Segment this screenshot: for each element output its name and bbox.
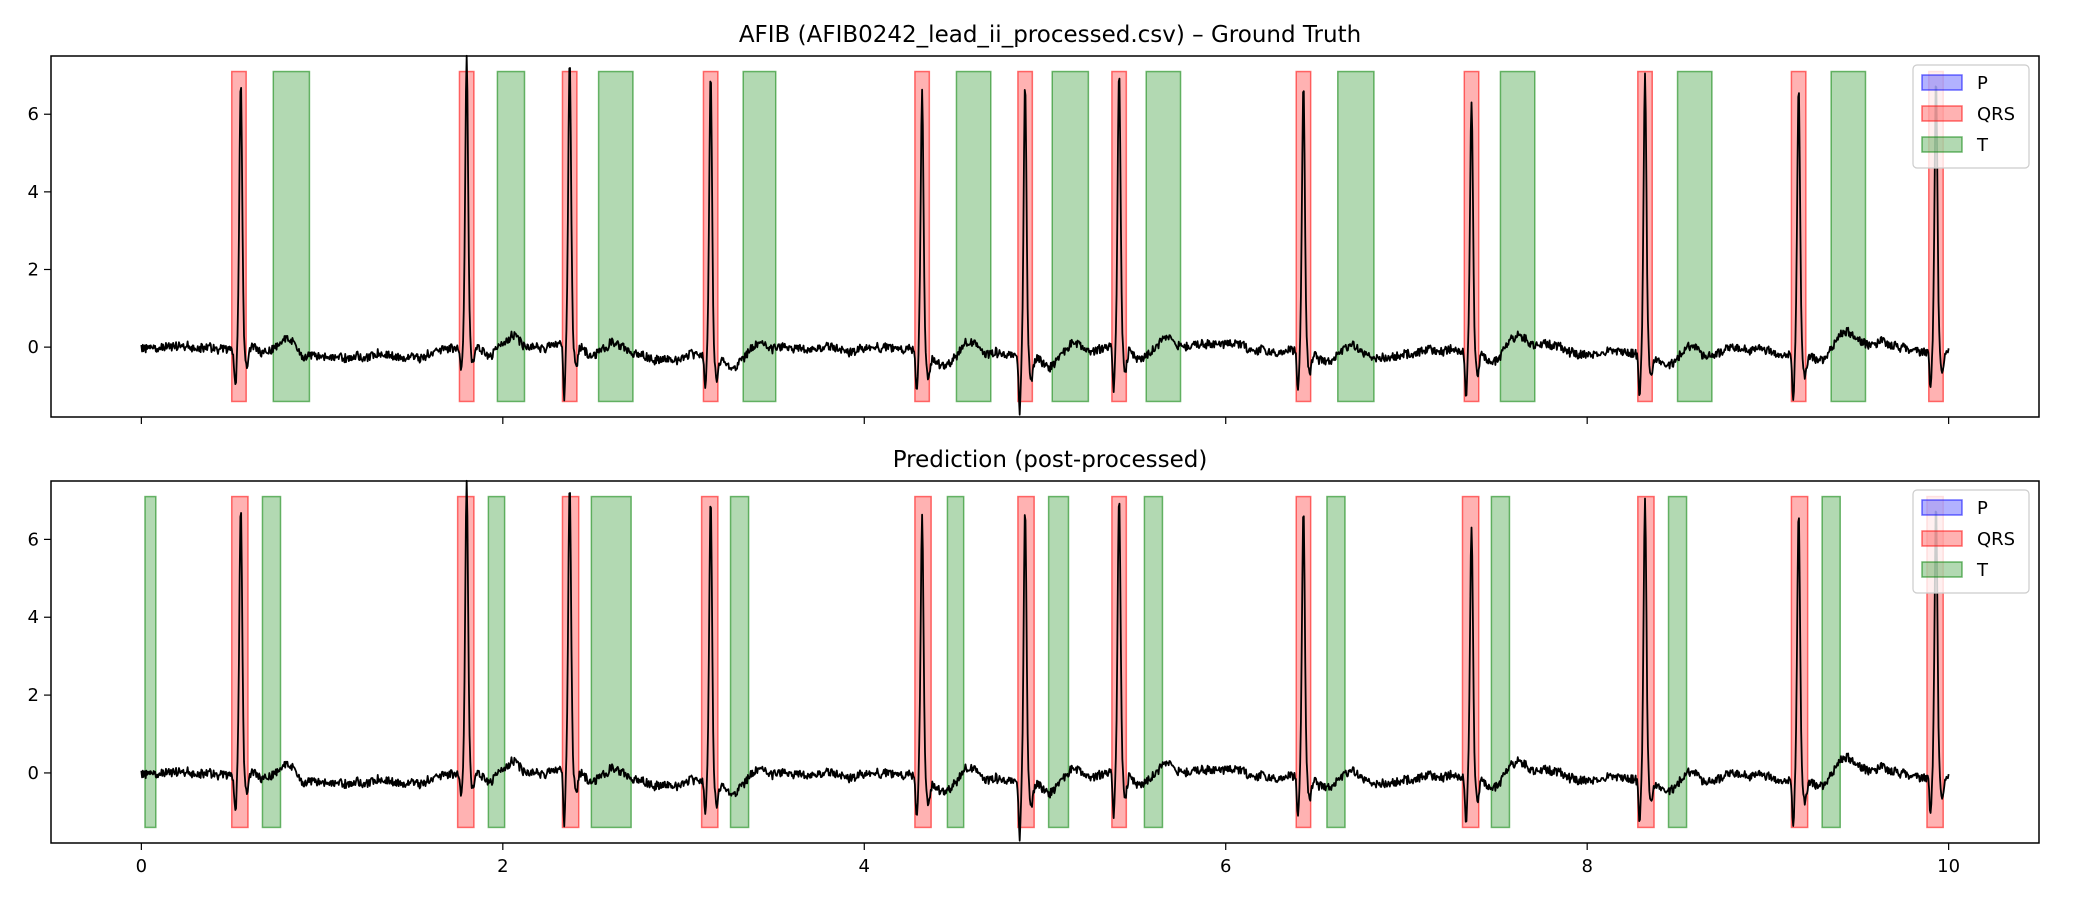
x-tick-label-5: 10 [1937, 856, 1960, 877]
t-band-8 [1326, 495, 1346, 829]
y-tick-label-0: 0 [28, 337, 39, 358]
legend-swatch-qrs [1921, 530, 1963, 547]
y-tick-label-0: 0 [28, 763, 39, 784]
y-tick-label-3: 6 [28, 529, 39, 550]
axes-frame [50, 55, 2040, 418]
t-band-0 [272, 70, 311, 403]
t-band-10 [1830, 70, 1867, 403]
legend-label-qrs: QRS [1977, 529, 2015, 550]
t-band-6 [1047, 495, 1070, 829]
y-tick-label-3: 6 [28, 104, 39, 125]
ecg-signal-line [140, 54, 1950, 416]
ground-truth-title: AFIB (AFIB0242_lead_ii_processed.csv) – … [739, 22, 1361, 48]
legend-label-t: T [1976, 135, 1989, 156]
prediction-signal [140, 479, 1950, 842]
legend-swatch-t [1921, 136, 1963, 153]
prediction-title: Prediction (post-processed) [893, 447, 1208, 473]
x-tick-label-0: 0 [136, 856, 147, 877]
legend-label-p: P [1977, 498, 1988, 519]
x-tick-label-2: 4 [859, 856, 870, 877]
legend-swatch-t [1921, 561, 1963, 578]
y-tick-label-1: 2 [28, 685, 39, 706]
t-band-0 [144, 495, 157, 829]
t-band-9 [1490, 495, 1511, 829]
ground-truth-signal [140, 54, 1950, 416]
legend-swatch-p [1921, 74, 1963, 91]
legend-label-t: T [1976, 560, 1989, 581]
t-band-4 [729, 495, 750, 829]
legend-swatch-qrs [1921, 105, 1963, 122]
ground-truth-legend: P QRS T [1912, 64, 2030, 169]
t-band-8 [1499, 70, 1536, 403]
x-tick-label-1: 2 [497, 856, 508, 877]
legend-label-p: P [1977, 73, 1988, 94]
legend-swatch-p [1921, 499, 1963, 516]
t-band-2 [487, 495, 506, 829]
t-band-7 [1143, 495, 1164, 829]
t-band-5 [1051, 70, 1090, 403]
y-tick-label-2: 4 [28, 182, 39, 203]
axes-frame [50, 480, 2040, 844]
ecg-signal-line [140, 479, 1950, 842]
t-band-5 [946, 495, 965, 829]
y-tick-label-1: 2 [28, 259, 39, 280]
x-tick-label-3: 6 [1220, 856, 1231, 877]
t-band-1 [496, 70, 526, 403]
t-band-11 [1821, 495, 1841, 829]
y-tick-label-2: 4 [28, 607, 39, 628]
legend-label-qrs: QRS [1977, 104, 2015, 125]
x-tick-label-4: 8 [1581, 856, 1592, 877]
ground-truth-panel: AFIB (AFIB0242_lead_ii_processed.csv) – … [28, 22, 2040, 424]
t-band-9 [1676, 70, 1713, 403]
t-band-10 [1667, 495, 1688, 829]
ground-truth-axes: 0 2 4 6 [28, 55, 2040, 424]
t-band-1 [261, 495, 282, 829]
prediction-axes: 0 2 4 6 8 10 0 2 4 6 [28, 480, 2040, 877]
prediction-panel: Prediction (post-processed) 0 2 4 6 8 100246 … [28, 447, 2040, 877]
prediction-legend: P QRS T [1912, 489, 2030, 594]
